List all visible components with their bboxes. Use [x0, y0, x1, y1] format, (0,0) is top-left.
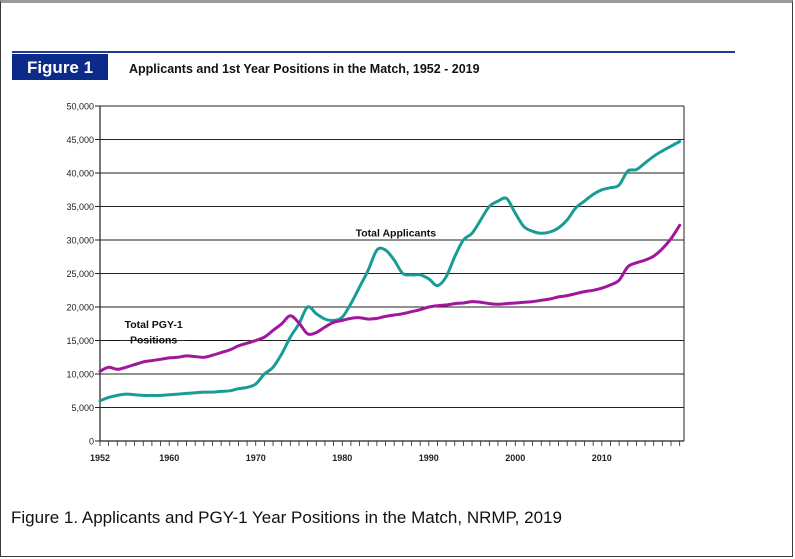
positions-line: [98, 223, 682, 373]
y-axis-ticks: 0 5,000 10,000 15,000 20,000 25,000 30,000 35,0…: [66, 102, 94, 447]
y-tick-label: 35,000: [66, 202, 94, 212]
chart-title: Applicants and 1st Year Positions in the…: [129, 62, 480, 76]
y-tick-label: 25,000: [66, 269, 94, 279]
x-tick-label: 1970: [246, 453, 266, 463]
x-tick-label: 1980: [332, 453, 352, 463]
y-tick-label: 20,000: [66, 303, 94, 313]
y-tick-label: 40,000: [66, 169, 94, 179]
x-tick-label: 1960: [159, 453, 179, 463]
figure-badge-label: Figure 1: [27, 58, 93, 77]
series-labels: Total Applicants Total PGY-1 Positions: [108, 227, 437, 347]
gridlines: [95, 105, 685, 442]
y-tick-label: 10,000: [66, 370, 94, 380]
x-tick-label: 1952: [90, 453, 110, 463]
series-lines: [98, 140, 682, 403]
y-tick-label: 45,000: [66, 135, 94, 145]
x-tick-label: 1990: [419, 453, 439, 463]
figure-caption: Figure 1. Applicants and PGY-1 Year Posi…: [11, 508, 562, 527]
positions-label-line1: Total PGY-1: [125, 319, 183, 331]
x-tick-label: 2010: [592, 453, 612, 463]
y-tick-label: 5,000: [71, 403, 94, 413]
positions-label-line2: Positions: [130, 335, 177, 347]
y-tick-label: 0: [89, 437, 94, 447]
figure-badge: [12, 54, 108, 80]
y-tick-label: 30,000: [66, 236, 94, 246]
y-tick-label: 15,000: [66, 336, 94, 346]
applicants-line: [98, 140, 682, 403]
x-axis-ticks: 1952 1960 1970 1980 1990 2000 2010: [90, 441, 681, 463]
applicants-label: Total Applicants: [356, 227, 437, 239]
x-tick-label: 2000: [505, 453, 525, 463]
y-tick-label: 50,000: [66, 102, 94, 112]
chart-svg: Figure 1 Applicants and 1st Year Positio…: [12, 51, 735, 463]
